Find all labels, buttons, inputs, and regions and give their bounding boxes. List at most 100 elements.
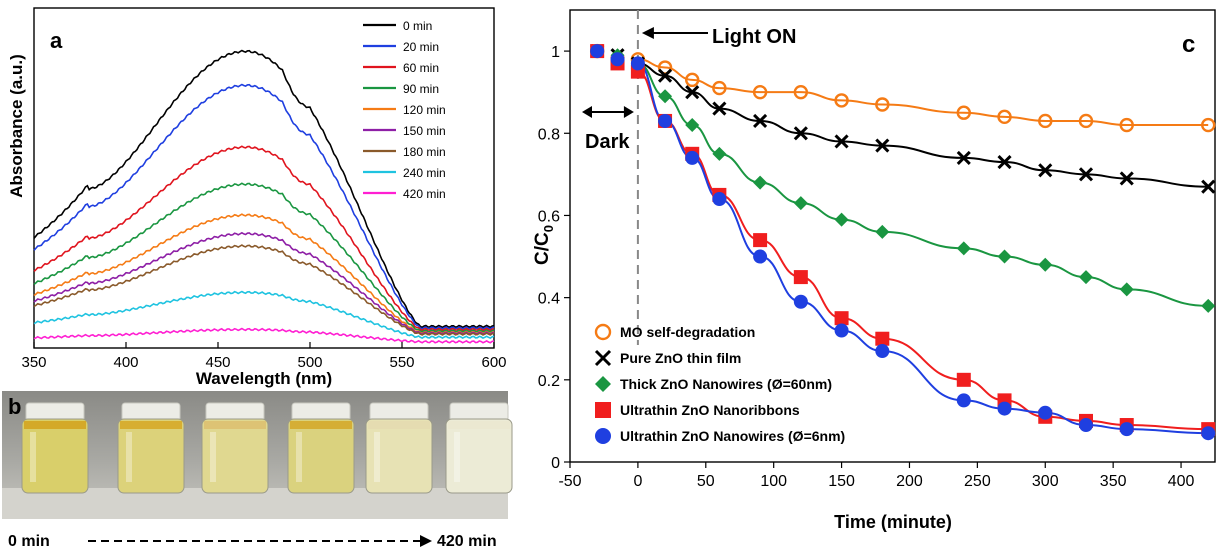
point-mo-self-degradation bbox=[875, 97, 890, 112]
curve-150-min bbox=[33, 231, 495, 336]
x-axis-ticks: 350 400 450 500 550 600 bbox=[21, 342, 507, 371]
curve-420-min bbox=[33, 327, 495, 344]
point-ultrathin-zno-nanowires-6nm bbox=[793, 294, 808, 309]
point-pure-zno-thin-film bbox=[657, 68, 673, 83]
point-thick-zno-nanowires-60nm bbox=[753, 175, 768, 190]
point-ultrathin-zno-nanowires-6nm bbox=[1201, 426, 1216, 441]
legend-label: 150 min bbox=[403, 124, 446, 138]
curve-180-min bbox=[33, 244, 495, 336]
x-tick-label: 500 bbox=[297, 354, 322, 371]
y-tick-label: 1 bbox=[551, 44, 560, 61]
x-axis-label: Time (minute) bbox=[834, 512, 952, 532]
curve-20-min bbox=[33, 83, 495, 330]
point-ultrathin-zno-nanowires-6nm bbox=[1038, 405, 1053, 420]
svg-text:C/C0: C/C0 bbox=[532, 225, 556, 265]
point-pure-zno-thin-film bbox=[1038, 163, 1053, 178]
x-tick-label: 50 bbox=[697, 473, 715, 490]
point-mo-self-degradation bbox=[657, 60, 673, 75]
x-tick-label: 400 bbox=[113, 354, 138, 371]
legend-label: 0 min bbox=[403, 19, 432, 33]
point-thick-zno-nanowires-60nm bbox=[793, 196, 808, 211]
point-ultrathin-zno-nanowires-6nm bbox=[610, 52, 625, 67]
vial-highlight bbox=[210, 432, 216, 482]
point-thick-zno-nanowires-60nm bbox=[956, 241, 971, 256]
panel-a-label: a bbox=[50, 28, 63, 53]
x-tick-label: 300 bbox=[1032, 473, 1059, 490]
point-ultrathin-zno-nanowires-6nm bbox=[590, 44, 605, 59]
legend: MO self-degradation Pure ZnO thin film Thi… bbox=[594, 323, 845, 444]
point-mo-self-degradation bbox=[834, 93, 849, 108]
vial-highlight bbox=[374, 432, 380, 482]
light-on-arrow-head bbox=[641, 27, 654, 39]
point-thick-zno-nanowires-60nm bbox=[834, 212, 849, 227]
point-ultrathin-zno-nanowires-6nm bbox=[956, 393, 971, 408]
point-ultrathin-zno-nanoribbons bbox=[753, 233, 768, 248]
vial-cap bbox=[291, 402, 351, 422]
legend-label: MO self-degradation bbox=[620, 324, 755, 340]
point-ultrathin-zno-nanowires-6nm bbox=[753, 249, 768, 264]
y-axis-label: Absorbance (a.u.) bbox=[7, 54, 26, 198]
curve-60-min bbox=[33, 145, 495, 332]
point-ultrathin-zno-nanowires-6nm bbox=[997, 401, 1012, 416]
vial-highlight bbox=[296, 432, 302, 482]
time-arrow-head bbox=[420, 535, 432, 547]
dark-label: Dark bbox=[585, 131, 630, 153]
legend-label: 120 min bbox=[403, 103, 446, 117]
y-tick-label: 0.8 bbox=[538, 126, 560, 143]
point-ultrathin-zno-nanowires-6nm bbox=[1119, 422, 1134, 437]
point-mo-self-degradation bbox=[712, 80, 727, 96]
point-ultrathin-zno-nanowires-6nm bbox=[630, 56, 645, 71]
vial-cap bbox=[121, 402, 181, 422]
annotations bbox=[582, 10, 708, 345]
point-thick-zno-nanowires-60nm bbox=[1201, 298, 1216, 313]
point-ultrathin-zno-nanowires-6nm bbox=[685, 150, 700, 165]
panel-c-label: c bbox=[1182, 31, 1195, 58]
point-pure-zno-thin-film bbox=[753, 113, 768, 129]
vial-highlight bbox=[30, 432, 36, 482]
point-mo-self-degradation bbox=[1201, 117, 1216, 133]
x-tick-label: 200 bbox=[896, 473, 923, 490]
vial-body bbox=[445, 418, 513, 494]
legend-marker bbox=[595, 376, 611, 392]
legend-label: Ultrathin ZnO Nanoribbons bbox=[620, 402, 800, 418]
point-mo-self-degradation bbox=[956, 105, 971, 120]
x-tick-label: 150 bbox=[828, 473, 855, 490]
x-tick-label: -50 bbox=[558, 473, 581, 490]
absorbance-chart: a 350 400 450 500 550 600 0 min 20 min 60 min 90… bbox=[7, 7, 507, 388]
point-pure-zno-thin-film bbox=[956, 150, 971, 165]
point-ultrathin-zno-nanoribbons bbox=[834, 311, 849, 326]
curve-240-min bbox=[33, 290, 495, 340]
point-mo-self-degradation bbox=[793, 84, 809, 100]
point-ultrathin-zno-nanoribbons bbox=[875, 331, 890, 346]
point-ultrathin-zno-nanowires-6nm bbox=[875, 344, 890, 359]
x-tick-label: 600 bbox=[481, 354, 506, 371]
point-ultrathin-zno-nanoribbons bbox=[793, 270, 808, 285]
legend-label: 60 min bbox=[403, 61, 439, 75]
point-ultrathin-zno-nanowires-6nm bbox=[658, 113, 673, 128]
point-ultrathin-zno-nanowires-6nm bbox=[1079, 418, 1093, 433]
point-pure-zno-thin-film bbox=[793, 126, 808, 141]
point-mo-self-degradation bbox=[997, 109, 1012, 125]
point-pure-zno-thin-film bbox=[834, 134, 849, 149]
curve-90-min bbox=[33, 182, 495, 333]
point-thick-zno-nanowires-60nm bbox=[1119, 282, 1134, 297]
point-mo-self-degradation bbox=[1078, 113, 1094, 129]
legend-label: Thick ZnO Nanowires (Ø=60nm) bbox=[620, 376, 832, 392]
vial-cap bbox=[449, 402, 509, 422]
point-pure-zno-thin-film bbox=[997, 154, 1012, 170]
x-tick-label: 450 bbox=[205, 354, 230, 371]
point-ultrathin-zno-nanowires-6nm bbox=[712, 192, 727, 207]
point-thick-zno-nanowires-60nm bbox=[997, 249, 1012, 264]
x-tick-label: 0 bbox=[633, 473, 642, 490]
curve-0-min bbox=[33, 49, 495, 329]
point-pure-zno-thin-film bbox=[1119, 171, 1134, 186]
axis-ticks: -50 0 50 100 150 200 250 300 350 40000.20.40.60.8… bbox=[538, 44, 1195, 490]
time-start-label: 0 min bbox=[8, 533, 50, 550]
legend-label: Ultrathin ZnO Nanowires (Ø=6nm) bbox=[620, 428, 845, 444]
legend-marker bbox=[595, 402, 611, 418]
point-mo-self-degradation bbox=[685, 72, 700, 88]
y-tick-label: 0 bbox=[551, 455, 560, 472]
x-tick-label: 550 bbox=[389, 354, 414, 371]
vial-body bbox=[365, 418, 433, 494]
x-axis-label: Wavelength (nm) bbox=[196, 369, 332, 388]
